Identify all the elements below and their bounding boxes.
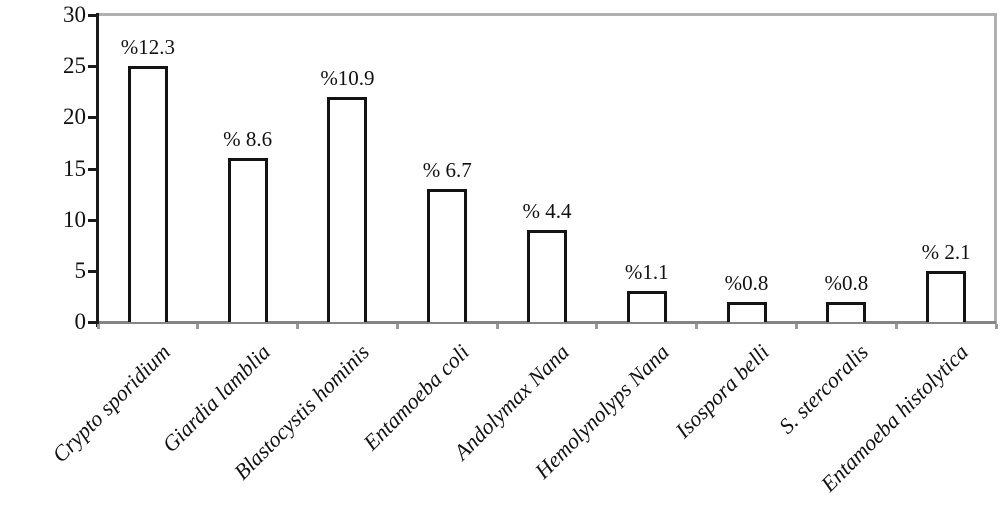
- bar-value-label: %10.9: [320, 65, 375, 90]
- x-axis-tick: [994, 324, 998, 329]
- bar-value-label: %1.1: [624, 260, 669, 285]
- bar-value-label: %0.8: [824, 270, 869, 295]
- bar: [427, 188, 468, 322]
- y-axis-tick: [88, 269, 99, 273]
- bar-value-label: %0.8: [724, 270, 769, 295]
- x-axis-tick: [894, 324, 898, 329]
- x-axis-tick: [196, 324, 200, 329]
- y-axis-tick: [88, 65, 99, 69]
- bar: [127, 66, 168, 322]
- x-axis-tick: [96, 324, 100, 329]
- x-axis-tick: [794, 324, 798, 329]
- x-axis-tick: [695, 324, 699, 329]
- y-axis-tick-label: 15: [63, 155, 86, 181]
- x-axis-tick: [296, 324, 300, 329]
- y-axis-tick-label: 0: [74, 309, 87, 334]
- bar-value-label: % 4.4: [522, 198, 572, 223]
- bar-value-label: %12.3: [120, 35, 175, 60]
- y-axis-tick: [88, 218, 99, 222]
- bar-value-label: % 8.6: [223, 127, 273, 152]
- plot-right-border: [994, 13, 997, 324]
- bar: [227, 158, 268, 322]
- bar: [327, 96, 368, 322]
- bar: [726, 301, 767, 322]
- y-axis-tick-label: 25: [63, 53, 86, 79]
- bar: [626, 291, 667, 322]
- y-axis-tick: [88, 167, 99, 171]
- bar: [926, 270, 967, 322]
- y-axis-tick-label: 20: [63, 104, 86, 130]
- y-axis-tick-label: 30: [63, 2, 86, 27]
- y-axis-tick-label: 5: [74, 257, 87, 283]
- bar-value-label: % 2.1: [921, 239, 971, 264]
- x-axis-tick: [395, 324, 399, 329]
- y-axis-tick: [88, 116, 99, 120]
- bar: [527, 229, 567, 322]
- y-axis-tick: [88, 14, 99, 17]
- y-axis-tick-label: 10: [63, 206, 86, 232]
- x-axis-label: Crypto sporidium: [46, 339, 175, 468]
- y-axis-tick: [88, 321, 99, 324]
- x-axis-line: [96, 321, 996, 324]
- bar-value-label: % 6.7: [422, 157, 472, 182]
- plot-top-border: [98, 13, 996, 16]
- x-axis-tick: [495, 324, 499, 329]
- x-axis-tick: [595, 324, 599, 329]
- bar: [826, 301, 867, 322]
